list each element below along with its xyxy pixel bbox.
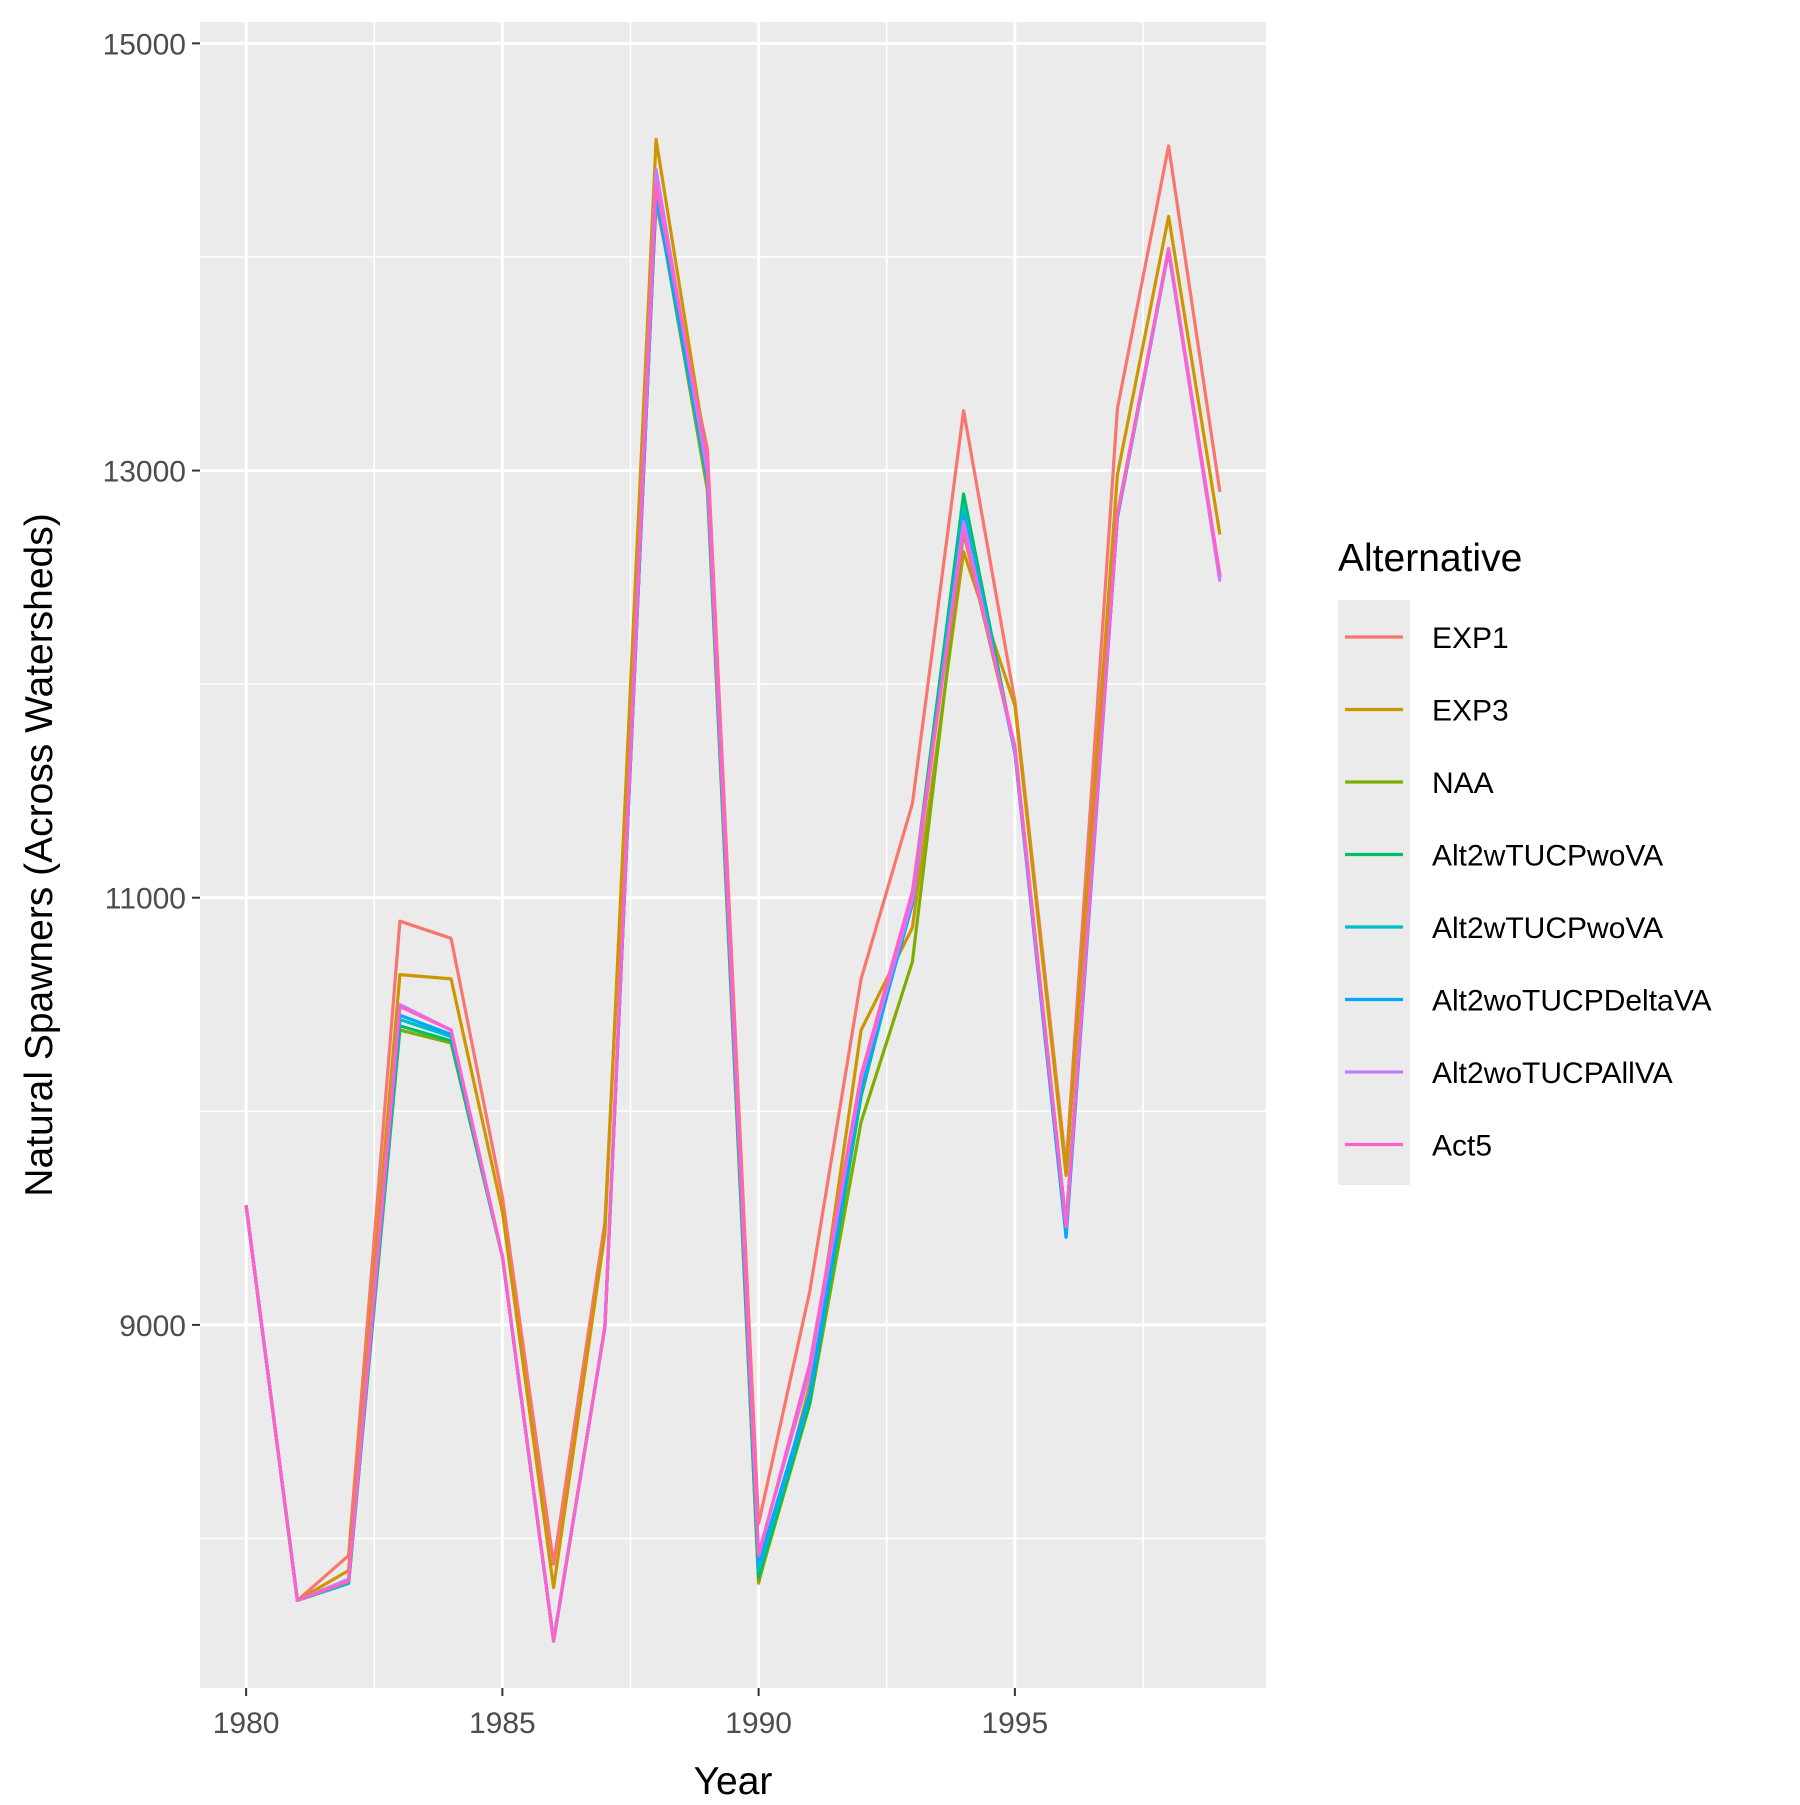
- x-tick-label: 1980: [213, 1707, 280, 1740]
- major-gridlines: [200, 22, 1266, 1688]
- legend-label: Act5: [1432, 1130, 1492, 1163]
- x-tick-label: 1990: [725, 1707, 792, 1740]
- x-axis-title: Year: [694, 1760, 773, 1800]
- legend-title: Alternative: [1338, 537, 1522, 580]
- legend-label: Alt2woTUCPAllVA: [1432, 1057, 1673, 1090]
- x-tick-label: 1995: [982, 1707, 1049, 1740]
- legend: Alternative EXP1 EXP3 NAA Alt2wTUCPwoVA Alt2…: [1338, 537, 1712, 1185]
- legend-label: EXP1: [1432, 622, 1509, 655]
- legend-items: EXP1 EXP3 NAA Alt2wTUCPwoVA Alt2wTUCPwoVA Alt…: [1345, 622, 1712, 1163]
- legend-label: NAA: [1432, 767, 1494, 800]
- y-tick-label: 11000: [105, 883, 186, 916]
- minor-gridlines: [200, 22, 1266, 1688]
- legend-key-background: [1338, 600, 1410, 1185]
- series-line: [244, 182, 1222, 1643]
- x-axis: 1980 1985 1990 1995: [213, 1688, 1049, 1740]
- legend-label: EXP3: [1432, 695, 1509, 728]
- series-lines: [244, 137, 1222, 1643]
- y-tick-label: 15000: [103, 28, 186, 61]
- x-tick-label: 1985: [469, 1707, 536, 1740]
- y-axis: 9000 11000 13000 15000: [103, 28, 200, 1343]
- y-axis-title: Natural Spawners (Across Watersheds): [18, 513, 61, 1196]
- legend-label: Alt2wTUCPwoVA: [1432, 840, 1663, 873]
- y-tick-label: 13000: [103, 456, 186, 489]
- legend-label: Alt2wTUCPwoVA: [1432, 912, 1663, 945]
- legend-label: Alt2woTUCPDeltaVA: [1432, 985, 1712, 1018]
- y-tick-label: 9000: [119, 1310, 186, 1343]
